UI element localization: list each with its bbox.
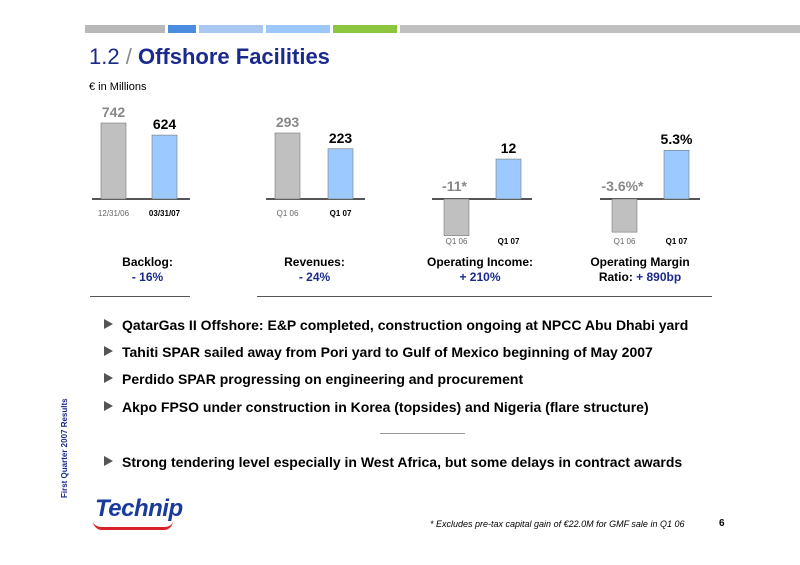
- page-title: 1.2 / Offshore Facilities: [89, 44, 330, 70]
- accent-segment: [333, 25, 397, 33]
- side-label: First Quarter 2007 Results: [60, 398, 69, 498]
- data-label: 5.3%: [661, 131, 693, 147]
- bullet-text: Strong tendering level especially in Wes…: [122, 454, 683, 470]
- technip-logo: Technip: [95, 495, 183, 522]
- divider-line: [257, 296, 712, 297]
- caption-line1: Operating Margin: [590, 255, 690, 269]
- caption-backlog: Backlog: - 16%: [95, 255, 200, 285]
- data-label: 742: [102, 104, 126, 120]
- triangle-bullet-icon: [104, 401, 113, 411]
- data-label: 624: [153, 116, 177, 132]
- separator-line: [380, 433, 465, 434]
- accent-segment: [400, 25, 800, 33]
- bar: [495, 158, 522, 200]
- caption-revenues: Revenues: - 24%: [262, 255, 367, 285]
- footnote: * Excludes pre-tax capital gain of €22.0…: [430, 519, 685, 529]
- unit-label: € in Millions: [89, 81, 147, 93]
- page-number: 6: [719, 518, 725, 529]
- title-slash: /: [125, 44, 132, 69]
- data-label: 12: [501, 140, 517, 156]
- bar: [274, 132, 301, 200]
- charts-area: 742 12/31/06 624 03/31/07 293 Q1 06 223 Q1 07 -1…: [92, 104, 700, 246]
- tick-label: Q1 06: [614, 237, 636, 246]
- bar: [663, 149, 690, 200]
- caption-operating-margin: Operating Margin Ratio: + 890bp: [580, 255, 700, 285]
- tick-label: 12/31/06: [98, 209, 130, 218]
- caption-line2: - 24%: [298, 270, 331, 284]
- caption-line1: Backlog:: [122, 255, 173, 269]
- divider-line: [90, 296, 190, 297]
- tick-label: Q1 06: [446, 237, 468, 246]
- caption-line2: + 210%: [459, 270, 501, 284]
- caption-line2-prefix: Ratio:: [598, 270, 637, 284]
- bullet-item: Strong tendering level especially in Wes…: [104, 454, 682, 470]
- caption-line1: Operating Income:: [426, 255, 533, 269]
- accent-segment: [266, 25, 330, 33]
- tick-label: Q1 06: [277, 209, 299, 218]
- data-label: 223: [329, 130, 353, 146]
- caption-operating-income: Operating Income: + 210%: [415, 255, 545, 285]
- bar: [327, 148, 354, 200]
- bullet-item: Perdido SPAR progressing on engineering …: [104, 371, 523, 387]
- bar: [443, 198, 470, 236]
- triangle-bullet-icon: [104, 373, 113, 383]
- data-label: 293: [276, 114, 300, 130]
- tick-label: 03/31/07: [149, 209, 181, 218]
- triangle-bullet-icon: [104, 319, 113, 329]
- top-accent-bar: [85, 25, 800, 33]
- tick-label: Q1 07: [498, 237, 520, 246]
- data-label: -11*: [442, 178, 467, 194]
- bullet-text: Akpo FPSO under construction in Korea (t…: [122, 399, 649, 415]
- triangle-bullet-icon: [104, 346, 113, 356]
- logo-swoosh-icon: [93, 521, 173, 530]
- caption-line2: - 16%: [131, 270, 164, 284]
- bar: [611, 198, 638, 233]
- bullet-text: Perdido SPAR progressing on engineering …: [122, 371, 524, 387]
- title-number: 1.2: [89, 44, 120, 69]
- bullet-text: Tahiti SPAR sailed away from Pori yard t…: [122, 344, 653, 360]
- tick-label: Q1 07: [330, 209, 352, 218]
- title-text: Offshore Facilities: [137, 44, 330, 69]
- bullet-item: Tahiti SPAR sailed away from Pori yard t…: [104, 344, 653, 360]
- bar: [151, 134, 178, 200]
- accent-segment: [168, 25, 196, 33]
- accent-segment: [85, 25, 165, 33]
- bullet-text: QatarGas II Offshore: E&P completed, con…: [122, 317, 689, 333]
- caption-line1: Revenues:: [284, 255, 345, 269]
- bullet-item: Akpo FPSO under construction in Korea (t…: [104, 399, 649, 415]
- bullet-item: QatarGas II Offshore: E&P completed, con…: [104, 317, 688, 333]
- triangle-bullet-icon: [104, 456, 113, 466]
- accent-segment: [199, 25, 263, 33]
- data-label: -3.6%*: [601, 178, 644, 194]
- bar: [100, 122, 127, 200]
- tick-label: Q1 07: [666, 237, 688, 246]
- caption-line2: + 890bp: [636, 270, 682, 284]
